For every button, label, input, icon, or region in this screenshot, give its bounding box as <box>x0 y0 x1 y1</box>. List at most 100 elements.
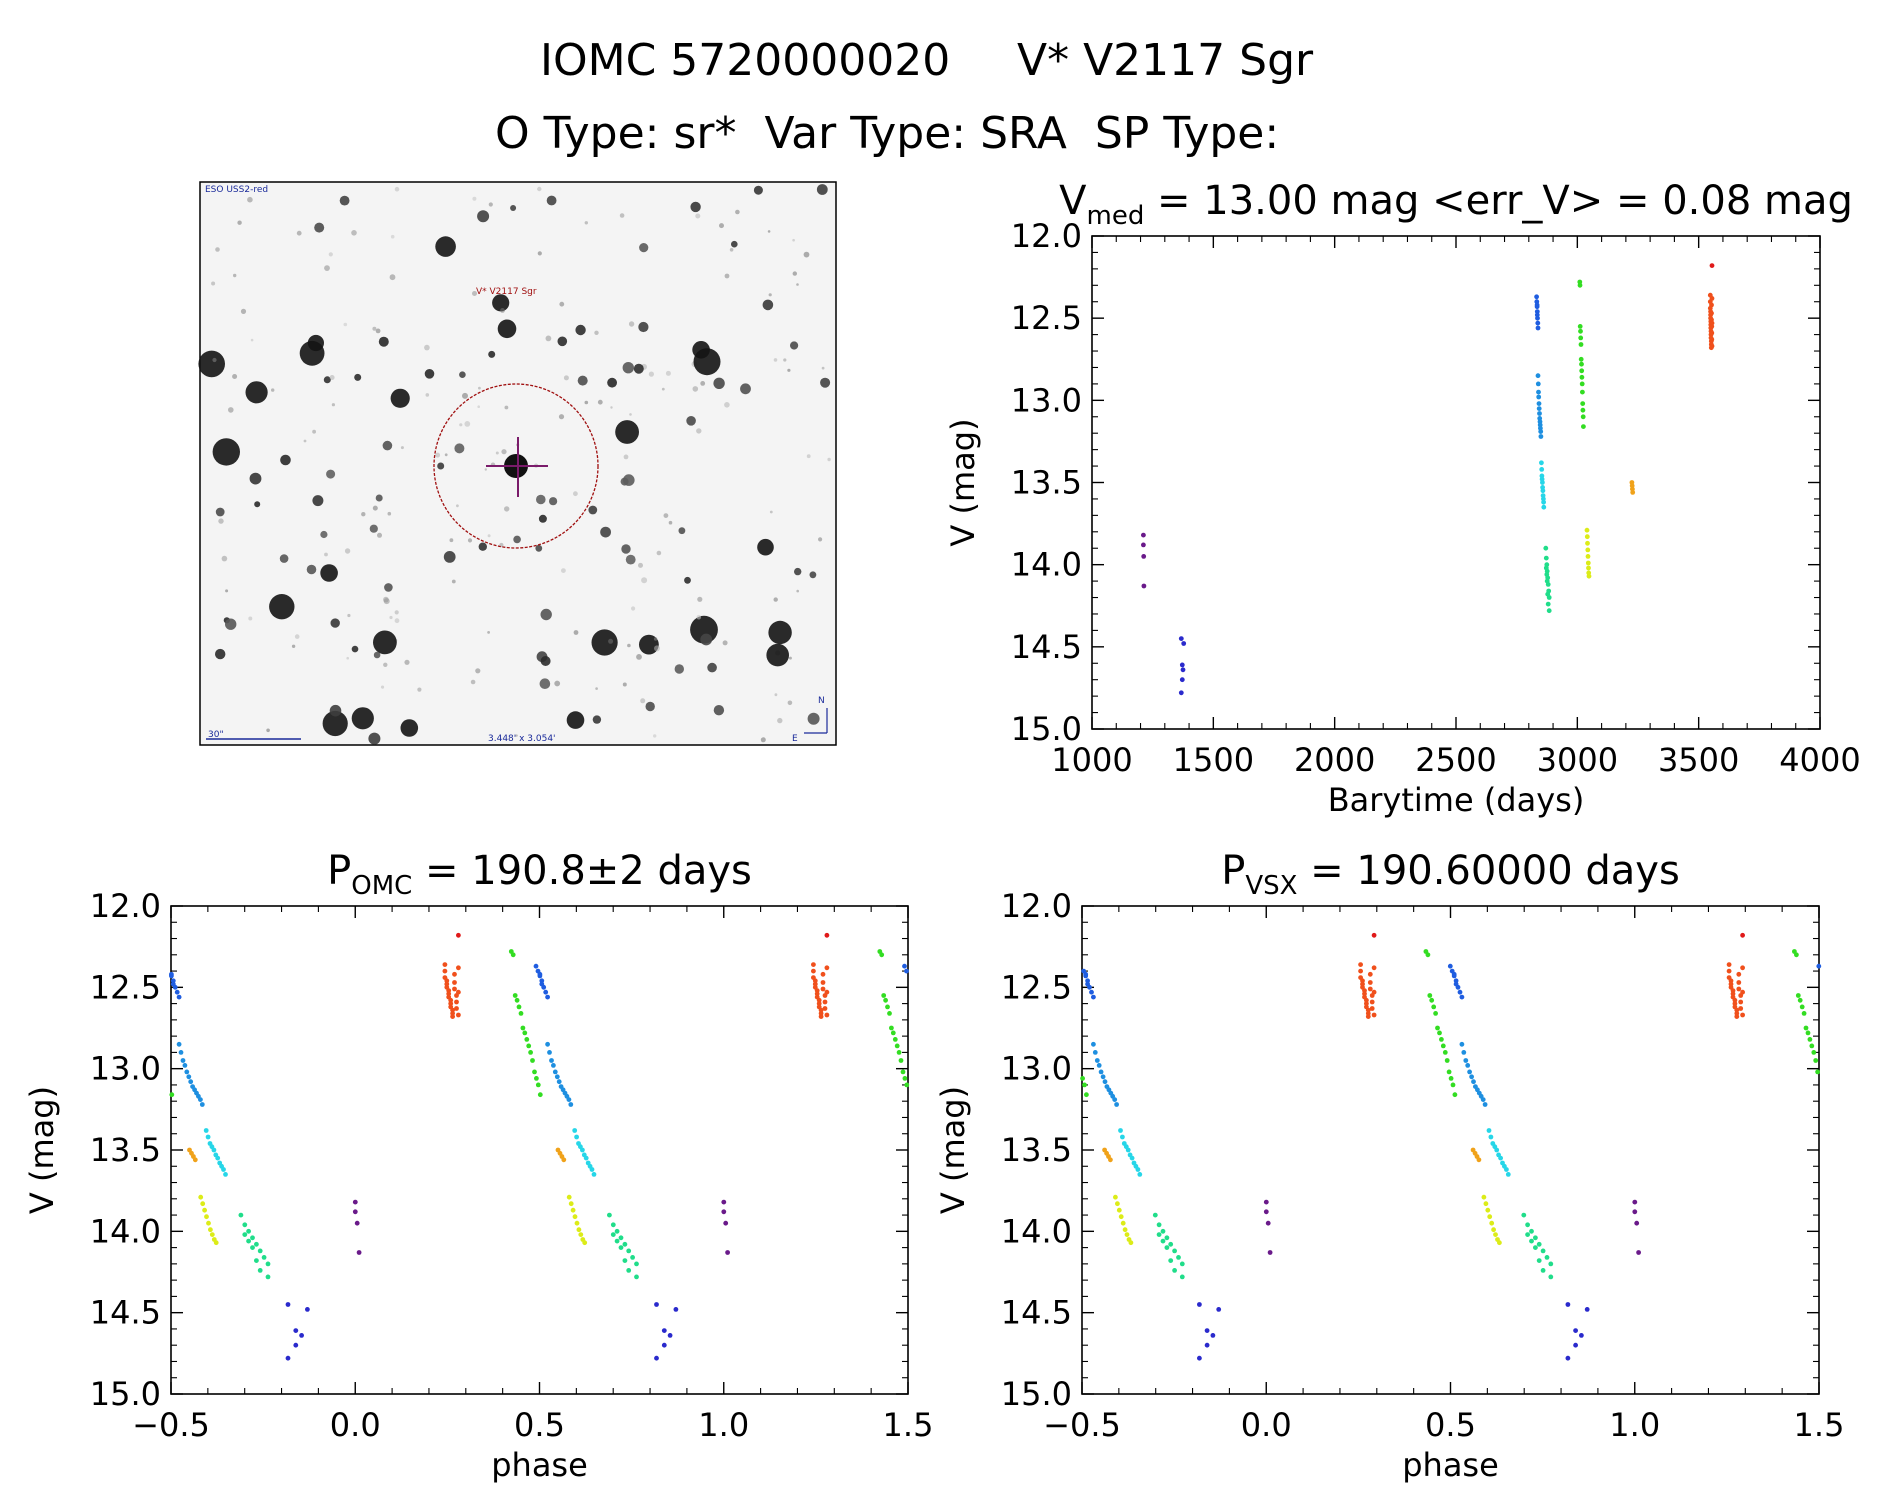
finder-star <box>324 552 328 557</box>
data-point <box>1548 1274 1554 1280</box>
data-point <box>182 1063 188 1068</box>
finder-star <box>696 428 702 434</box>
data-point <box>1431 1004 1437 1010</box>
finder-star <box>735 209 740 215</box>
data-point <box>1459 994 1465 1000</box>
data-point <box>1120 1220 1126 1226</box>
finder-star <box>324 265 330 271</box>
data-point <box>820 980 826 985</box>
finder-star <box>792 271 797 276</box>
data-point <box>622 1241 628 1247</box>
data-point <box>1540 1248 1546 1254</box>
finder-star <box>549 497 558 506</box>
panel-title: POMC = 190.8±2 days <box>327 848 752 901</box>
data-point <box>188 1079 194 1085</box>
finder-star <box>724 273 730 279</box>
type-summary-title: O Type: sr* Var Type: SRA SP Type: <box>495 108 1279 159</box>
data-point <box>1632 1199 1638 1205</box>
data-point <box>568 1102 574 1107</box>
finder-star <box>588 505 598 515</box>
data-point <box>534 1076 539 1081</box>
data-point <box>1152 1212 1158 1218</box>
finder-star <box>373 630 397 655</box>
data-point <box>1450 1082 1456 1088</box>
finder-star <box>492 294 510 312</box>
data-point <box>1543 555 1549 561</box>
data-point <box>1365 1007 1371 1013</box>
data-point <box>1815 1069 1820 1075</box>
data-point <box>1367 980 1373 985</box>
data-point <box>200 1201 206 1207</box>
data-point <box>1521 1212 1527 1218</box>
y-tick-label: 13.5 <box>1001 1131 1072 1169</box>
data-point <box>1141 583 1147 589</box>
finder-star <box>477 405 481 409</box>
data-point <box>1794 952 1799 958</box>
data-point <box>1114 1102 1119 1107</box>
data-point <box>1730 991 1736 997</box>
data-point <box>1734 1007 1740 1013</box>
data-point <box>1465 1063 1471 1068</box>
data-point <box>1463 1058 1469 1063</box>
data-point <box>1525 1222 1530 1228</box>
finder-star <box>762 299 774 311</box>
data-point <box>1539 467 1545 472</box>
data-point <box>1100 1074 1106 1080</box>
data-point <box>510 952 516 958</box>
data-point <box>285 1302 291 1307</box>
finder-star <box>394 610 399 615</box>
finder-star <box>504 506 510 512</box>
data-point <box>1178 690 1184 696</box>
finder-star <box>546 195 557 206</box>
finder-star <box>404 659 410 665</box>
data-point <box>1546 608 1552 614</box>
data-point <box>205 1134 211 1140</box>
finder-star <box>773 597 778 602</box>
data-point <box>1540 480 1545 485</box>
data-point <box>1437 1030 1442 1036</box>
data-point <box>518 1011 524 1016</box>
data-point <box>174 989 180 995</box>
data-point <box>894 1043 900 1049</box>
data-point <box>1180 667 1186 673</box>
finder-star <box>501 449 507 455</box>
finder-star <box>787 368 791 372</box>
finder-star <box>329 375 335 380</box>
data-point <box>539 981 545 987</box>
data-point <box>1486 1128 1492 1133</box>
finder-star <box>344 548 351 554</box>
data-point <box>607 1212 612 1218</box>
finder-star <box>760 737 766 743</box>
finder-star <box>467 538 473 543</box>
data-point <box>442 962 448 967</box>
data-point <box>1573 1328 1578 1333</box>
data-point <box>889 1025 894 1031</box>
finder-star <box>608 638 614 644</box>
data-point <box>812 978 818 984</box>
finder-star <box>577 375 588 386</box>
data-point <box>1483 1201 1489 1207</box>
data-point <box>554 1074 560 1080</box>
data-point <box>1179 1261 1185 1267</box>
finder-star <box>417 687 422 692</box>
data-point <box>1172 1268 1177 1273</box>
data-point <box>242 1232 248 1237</box>
finder-star <box>329 704 342 717</box>
data-point <box>549 1058 554 1063</box>
data-point <box>1453 978 1459 984</box>
data-point <box>1536 389 1541 395</box>
finder-star <box>794 567 802 576</box>
finder-star <box>254 501 261 508</box>
x-tick-label: −0.5 <box>1043 1406 1121 1444</box>
data-point <box>1726 968 1732 974</box>
data-point <box>721 1209 727 1215</box>
data-point <box>1709 302 1714 308</box>
data-point <box>566 1194 572 1200</box>
finder-star <box>307 334 324 352</box>
data-point <box>1537 411 1542 416</box>
finder-star <box>623 474 635 486</box>
data-point <box>1586 565 1591 571</box>
data-point <box>257 1268 263 1273</box>
finder-star <box>320 564 338 582</box>
finder-star <box>233 273 237 278</box>
